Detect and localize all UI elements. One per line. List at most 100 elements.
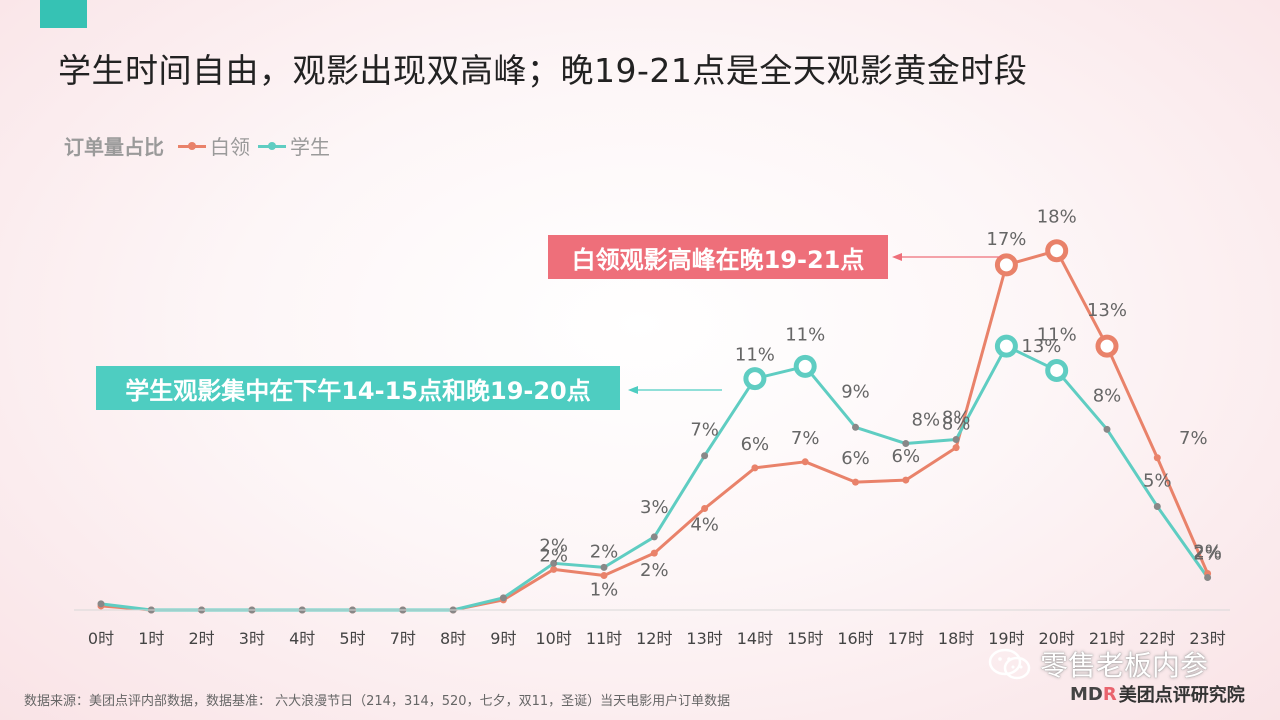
data-label-white-collar: 2% [539,545,568,566]
x-tick-label: 3时 [239,629,265,648]
x-tick-label: 22时 [1139,629,1175,648]
data-label-student: 5% [1143,470,1172,491]
data-label-white-collar: 7% [1179,428,1208,449]
data-label-student: 7% [690,420,719,441]
highlight-point-student [1045,358,1069,382]
legend-label-white-collar: 白领 [210,135,250,159]
highlight-point-student [793,354,817,378]
callout-white-collar-peak: 白领观影高峰在晚19-21点 [548,235,888,279]
data-label-student: 13% [1021,336,1061,357]
data-point-student [1153,502,1161,510]
highlight-point-student [743,367,767,391]
data-label-student: 2% [539,535,568,556]
x-tick-label: 12时 [636,629,672,648]
legend-item-white-collar: 白领 [178,131,250,160]
data-point-student [97,600,105,608]
data-label-student: 9% [841,381,870,402]
data-point-student [499,594,507,602]
x-tick-label: 1时 [138,629,164,648]
data-point-student [1103,425,1111,433]
data-point-student [701,452,709,460]
data-label-white-collar: 6% [892,446,921,467]
x-tick-label: 13时 [686,629,722,648]
brand-footer: MDR 美团点评研究院 [1070,681,1245,707]
data-label-student: 11% [785,324,825,345]
data-point-white-collar [751,464,759,472]
x-tick-label: 0时 [88,629,114,648]
x-tick-label: 9时 [490,629,516,648]
data-label-student: 11% [735,345,775,366]
x-tick-label: 15时 [787,629,823,648]
data-label-white-collar: 2% [1193,543,1222,564]
x-tick-label: 23时 [1189,629,1225,648]
data-point-white-collar [600,571,608,579]
data-label-student: 2% [1193,542,1222,563]
callout-student-peak: 学生观影集中在下午14-15点和晚19-20点 [96,366,620,410]
x-tick-label: 18时 [938,629,974,648]
data-point-student [952,435,960,443]
chart-legend: 订单量占比 白领 学生 [64,131,338,160]
x-tick-label: 5时 [339,629,365,648]
x-tick-label: 20时 [1039,629,1075,648]
data-point-white-collar [1153,454,1161,462]
data-label-white-collar: 1% [590,579,619,600]
data-label-student: 8% [912,410,941,431]
data-label-white-collar: 6% [841,448,870,469]
wechat-watermark: 零售老板内参 [988,644,1208,684]
x-tick-label: 16时 [837,629,873,648]
data-label-white-collar: 17% [986,229,1026,250]
data-point-student [1204,574,1212,582]
data-label-student: 11% [1037,324,1077,345]
data-label-white-collar: 7% [791,428,820,449]
data-label-white-collar: 4% [690,515,719,536]
highlight-point-white-collar [1045,239,1069,263]
data-label-student: 8% [1093,385,1122,406]
x-tick-label: 19时 [988,629,1024,648]
x-tick-label: 10时 [536,629,572,648]
data-label-white-collar: 8% [942,414,971,435]
legend-swatch-student [258,139,286,153]
data-point-student [852,423,859,431]
legend-swatch-white-collar [178,139,206,153]
x-tick-label: 17时 [888,629,924,648]
data-label-white-collar: 13% [1087,300,1127,321]
x-tick-label: 14时 [737,629,773,648]
legend-title: 订单量占比 [64,135,164,159]
data-point-student [550,559,558,567]
data-label-white-collar: 18% [1037,207,1077,228]
data-point-white-collar [801,458,809,466]
data-label-student: 8% [942,407,971,428]
x-tick-label: 7时 [390,629,416,648]
callout-arrowhead-student [628,386,638,394]
data-point-white-collar [902,476,910,484]
x-tick-label: 11时 [586,629,622,648]
callout-arrowhead-white-collar [892,253,902,261]
data-point-student [600,563,608,571]
data-point-student [650,533,658,541]
page-title: 学生时间自由，观影出现双高峰；晚19-21点是全天观影黄金时段 [58,51,1028,90]
x-tick-label: 2时 [189,629,215,648]
mdr-logo: MDR [1070,683,1117,705]
brand-name: 美团点评研究院 [1118,685,1245,706]
data-label-student: 3% [640,497,669,518]
highlight-point-white-collar [1095,334,1119,358]
data-label-white-collar: 6% [741,434,770,455]
wechat-icon [988,648,1031,680]
data-point-student [902,440,910,448]
x-tick-label: 21时 [1089,629,1125,648]
data-point-white-collar [650,549,658,557]
legend-item-student: 学生 [258,131,330,160]
data-point-white-collar [952,444,960,452]
corner-accent-bar [40,0,87,28]
watermark-text: 零售老板内参 [1040,649,1209,682]
highlight-point-white-collar [994,253,1018,277]
data-label-white-collar: 2% [640,560,669,581]
data-source-note: 数据来源：美团点评内部数据，数据基准： 六大浪漫节日（214，314，520，七… [24,694,731,709]
legend-label-student: 学生 [290,135,330,159]
x-tick-label: 8时 [440,629,466,648]
data-label-student: 2% [590,541,619,562]
data-point-white-collar [852,478,859,486]
data-point-white-collar [701,505,709,512]
data-point-white-collar [550,565,558,573]
